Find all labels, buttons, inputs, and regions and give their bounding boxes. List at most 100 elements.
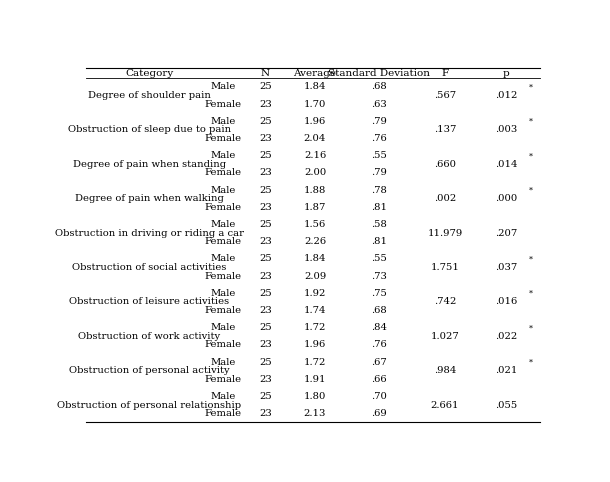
Text: 1.72: 1.72 xyxy=(304,323,326,332)
Text: .76: .76 xyxy=(371,134,387,143)
Text: 1.80: 1.80 xyxy=(304,392,326,401)
Text: Male: Male xyxy=(210,186,235,195)
Text: .567: .567 xyxy=(434,91,456,100)
Text: 1.751: 1.751 xyxy=(431,263,459,272)
Text: Obstruction of personal relationship: Obstruction of personal relationship xyxy=(57,401,242,410)
Text: Obstruction of sleep due to pain: Obstruction of sleep due to pain xyxy=(68,125,231,134)
Text: 1.96: 1.96 xyxy=(304,117,326,126)
Text: 23: 23 xyxy=(259,100,271,108)
Text: Female: Female xyxy=(204,271,242,281)
Text: 1.87: 1.87 xyxy=(304,203,326,212)
Text: 1.84: 1.84 xyxy=(304,82,326,92)
Text: .000: .000 xyxy=(495,194,517,203)
Text: Male: Male xyxy=(210,220,235,229)
Text: 1.96: 1.96 xyxy=(304,340,326,349)
Text: *: * xyxy=(529,255,533,263)
Text: .73: .73 xyxy=(371,271,387,281)
Text: .76: .76 xyxy=(371,340,387,349)
Text: Category: Category xyxy=(126,69,174,78)
Text: Degree of pain when standing: Degree of pain when standing xyxy=(73,160,226,169)
Text: .002: .002 xyxy=(434,194,456,203)
Text: 23: 23 xyxy=(259,375,271,384)
Text: .137: .137 xyxy=(434,125,456,134)
Text: 23: 23 xyxy=(259,306,271,315)
Text: 2.13: 2.13 xyxy=(304,409,326,418)
Text: Male: Male xyxy=(210,323,235,332)
Text: *: * xyxy=(529,290,533,298)
Text: .69: .69 xyxy=(371,409,387,418)
Text: Degree of shoulder pain: Degree of shoulder pain xyxy=(88,91,211,100)
Text: Obstruction of leisure activities: Obstruction of leisure activities xyxy=(70,297,229,307)
Text: Male: Male xyxy=(210,82,235,92)
Text: 2.00: 2.00 xyxy=(304,168,326,177)
Text: 23: 23 xyxy=(259,237,271,246)
Text: *: * xyxy=(529,359,533,366)
Text: .66: .66 xyxy=(371,375,387,384)
Text: 1.91: 1.91 xyxy=(304,375,326,384)
Text: 25: 25 xyxy=(259,289,271,298)
Text: Obstruction of personal activity: Obstruction of personal activity xyxy=(69,366,230,375)
Text: 25: 25 xyxy=(259,254,271,263)
Text: .742: .742 xyxy=(434,297,456,307)
Text: F: F xyxy=(442,69,448,78)
Text: .984: .984 xyxy=(434,366,456,375)
Text: .75: .75 xyxy=(371,289,387,298)
Text: .660: .660 xyxy=(434,160,456,169)
Text: 23: 23 xyxy=(259,271,271,281)
Text: Male: Male xyxy=(210,289,235,298)
Text: 25: 25 xyxy=(259,186,271,195)
Text: Male: Male xyxy=(210,358,235,367)
Text: 1.56: 1.56 xyxy=(304,220,326,229)
Text: 2.04: 2.04 xyxy=(304,134,326,143)
Text: .55: .55 xyxy=(371,151,387,160)
Text: .78: .78 xyxy=(371,186,387,195)
Text: *: * xyxy=(529,83,533,91)
Text: Female: Female xyxy=(204,409,242,418)
Text: p: p xyxy=(503,69,510,78)
Text: 2.16: 2.16 xyxy=(304,151,326,160)
Text: .84: .84 xyxy=(371,323,387,332)
Text: .037: .037 xyxy=(495,263,517,272)
Text: .67: .67 xyxy=(371,358,387,367)
Text: 23: 23 xyxy=(259,134,271,143)
Text: 25: 25 xyxy=(259,358,271,367)
Text: 2.09: 2.09 xyxy=(304,271,326,281)
Text: .79: .79 xyxy=(371,117,387,126)
Text: Male: Male xyxy=(210,117,235,126)
Text: Obstruction of social activities: Obstruction of social activities xyxy=(73,263,227,272)
Text: 1.027: 1.027 xyxy=(431,332,459,341)
Text: .63: .63 xyxy=(371,100,387,108)
Text: 23: 23 xyxy=(259,340,271,349)
Text: Female: Female xyxy=(204,340,242,349)
Text: Female: Female xyxy=(204,375,242,384)
Text: 1.84: 1.84 xyxy=(304,254,326,263)
Text: .68: .68 xyxy=(371,306,387,315)
Text: N: N xyxy=(261,69,270,78)
Text: 2.661: 2.661 xyxy=(431,401,459,410)
Text: 1.74: 1.74 xyxy=(304,306,326,315)
Text: .016: .016 xyxy=(495,297,517,307)
Text: 25: 25 xyxy=(259,151,271,160)
Text: Female: Female xyxy=(204,237,242,246)
Text: Obstruction in driving or riding a car: Obstruction in driving or riding a car xyxy=(55,228,244,238)
Text: .58: .58 xyxy=(371,220,387,229)
Text: 1.72: 1.72 xyxy=(304,358,326,367)
Text: .021: .021 xyxy=(495,366,518,375)
Text: .003: .003 xyxy=(495,125,517,134)
Text: .81: .81 xyxy=(371,237,387,246)
Text: 25: 25 xyxy=(259,117,271,126)
Text: *: * xyxy=(529,324,533,332)
Text: .79: .79 xyxy=(371,168,387,177)
Text: 25: 25 xyxy=(259,220,271,229)
Text: Degree of pain when walking: Degree of pain when walking xyxy=(75,194,224,203)
Text: 25: 25 xyxy=(259,82,271,92)
Text: Female: Female xyxy=(204,203,242,212)
Text: 23: 23 xyxy=(259,168,271,177)
Text: 11.979: 11.979 xyxy=(428,228,462,238)
Text: .55: .55 xyxy=(371,254,387,263)
Text: 23: 23 xyxy=(259,409,271,418)
Text: Male: Male xyxy=(210,151,235,160)
Text: .70: .70 xyxy=(371,392,387,401)
Text: *: * xyxy=(529,118,533,126)
Text: 25: 25 xyxy=(259,323,271,332)
